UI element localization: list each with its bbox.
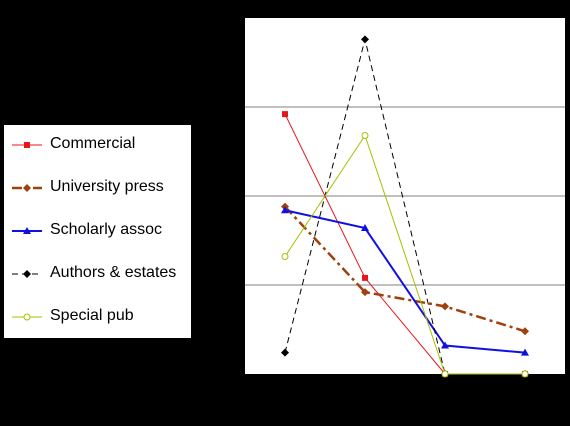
data-point-authors-estates: [281, 348, 289, 357]
legend-marker: [24, 142, 30, 148]
series-line-special-pub: [284, 134, 525, 375]
data-point-university-press: [361, 288, 369, 297]
data-point-scholarly-assoc: [361, 224, 369, 232]
legend-swatch-commercial: [12, 142, 42, 148]
legend-item-authors-estates: Authors & estates: [4, 262, 193, 286]
y-tick-label: 100%: [209, 13, 237, 25]
legend-label-commercial: Commercial: [50, 135, 136, 152]
data-point-authors-estates: [361, 35, 369, 44]
legend-swatch-authors-estates: [12, 270, 42, 278]
y-tick-label: 75%: [215, 102, 237, 114]
y-tick-label: 0%: [221, 369, 237, 381]
series-lines: [281, 35, 529, 378]
series-line-scholarly-assoc: [284, 209, 526, 354]
y-tick-label: 50%: [215, 191, 237, 203]
legend-item-university-press: University press: [4, 176, 193, 200]
series-line-university-press: [284, 205, 526, 333]
data-point-university-press: [521, 327, 529, 336]
data-point-special-pub: [281, 253, 289, 261]
y-tick-label: 25%: [215, 280, 237, 292]
data-point-scholarly-assoc: [521, 348, 529, 356]
series-scholarly-assoc: [281, 206, 529, 356]
legend-marker: [23, 227, 31, 234]
legend-item-special-pub: Special pub: [4, 305, 193, 329]
legend-marker: [23, 184, 31, 192]
legend-item-scholarly-assoc: Scholarly assoc: [4, 219, 193, 243]
data-point-scholarly-assoc: [281, 206, 289, 214]
legend-item-commercial: Commercial: [4, 133, 193, 157]
legend-label-authors-estates: Authors & estates: [50, 264, 177, 281]
legend-label-scholarly-assoc: Scholarly assoc: [50, 221, 163, 238]
legend-label-university-press: University press: [50, 178, 164, 195]
legend-label-special-pub: Special pub: [50, 307, 134, 324]
data-point-commercial: [282, 111, 288, 118]
legend-swatch-scholarly-assoc: [12, 227, 42, 234]
legend-swatch-special-pub: [12, 313, 42, 321]
data-point-special-pub: [361, 131, 369, 139]
data-point-special-pub: [521, 370, 529, 378]
data-point-commercial: [362, 274, 368, 281]
y-axis-tick-labels: 0% 25% 50% 75% 100%: [209, 13, 237, 381]
data-point-university-press: [441, 302, 449, 311]
legend-marker: [23, 270, 31, 278]
gridlines: [245, 106, 565, 286]
legend-marker: [23, 313, 31, 321]
series-special-pub: [281, 131, 529, 378]
data-point-scholarly-assoc: [441, 341, 449, 349]
legend: Commercial University press Scholarly as…: [3, 124, 192, 339]
legend-swatch-university-press: [12, 184, 42, 192]
data-point-special-pub: [441, 370, 449, 378]
